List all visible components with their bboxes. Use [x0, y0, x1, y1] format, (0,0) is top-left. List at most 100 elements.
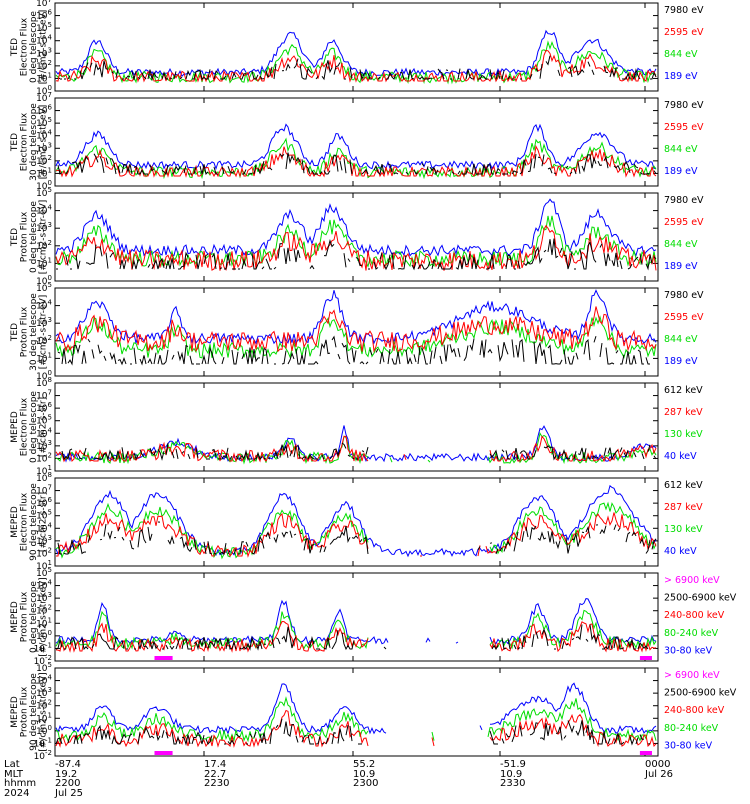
series-line-blue [55, 123, 657, 171]
x-tick-mlt: 10.9 [500, 768, 523, 780]
x-row-label-mlt: MLT [4, 768, 23, 780]
panel-frame [54, 572, 659, 662]
legend-entry: 844 eV [664, 334, 698, 345]
y-axis-label: TEDProton Flux0 deg telescope[#/cm2-s-st… [10, 200, 49, 275]
series-line-green [55, 609, 657, 650]
series-line-green [55, 315, 657, 359]
series-line-blue [55, 198, 657, 257]
series-line-green [55, 696, 657, 743]
legend-entry: 240-800 keV [664, 610, 725, 621]
x-tick-hhmm: 2300 [353, 778, 379, 790]
series-line-red [56, 512, 657, 558]
x-row-labels: Lat MLT hhmm 2024 [4, 760, 36, 798]
panel-frame [54, 287, 659, 377]
series-line-green [55, 432, 657, 465]
legend-entry: 2500-6900 keV [664, 688, 737, 699]
series-line-black [56, 238, 657, 271]
series-line-green [55, 137, 657, 180]
x-tick-group: -87.4 19.2 2200 Jul 25 [55, 760, 83, 798]
series-line-blue [55, 29, 657, 78]
x-tick-hhmm: 2200 [55, 778, 81, 790]
legend-entry: > 6900 keV [664, 575, 720, 586]
series-line-black [57, 521, 657, 555]
y-tick-label: 107 [36, 0, 52, 9]
series-line-red [55, 224, 657, 272]
series-line-blue [55, 289, 657, 345]
legend-entry: 30-80 keV [664, 645, 713, 656]
legend-entry: 287 keV [664, 502, 703, 513]
x-row-label-year: 2024 [4, 787, 30, 799]
x-tick-lat: -87.4 [55, 759, 81, 770]
series-line-blue [55, 682, 657, 736]
y-axis-label: MEPEDProton Flux0 deg telescope[#/cm2-s-… [10, 577, 49, 656]
x-tick-lat: 55.2 [353, 759, 376, 770]
series-line-red [55, 709, 657, 748]
legend-entry: 844 eV [664, 239, 698, 250]
legend-entry: 40 keV [664, 451, 697, 462]
series-line-green [55, 501, 657, 560]
series-line-green [55, 40, 657, 85]
x-row-label-hhmm: hhmm [4, 778, 37, 790]
series-line-black [57, 152, 657, 176]
y-axis-label: TEDElectron Flux0 deg telescope[#/cm2-s-… [10, 10, 49, 85]
series-line-red [55, 49, 657, 83]
legend-entry: 130 keV [664, 429, 703, 440]
x-axis-annotation: Lat MLT hhmm 2024 -87.4 19.2 2200 Jul 25… [0, 760, 750, 800]
x-tick-date: Jul 25 [55, 787, 83, 799]
legend-entry: 7980 eV [664, 290, 704, 301]
legend-entry: 7980 eV [664, 100, 704, 111]
y-axis-label: MEPEDElectron Flux0 deg telescope[#/cm2-… [10, 391, 49, 463]
x-row-label-lat: Lat [4, 759, 20, 770]
legend-entry: 189 eV [664, 166, 698, 177]
legend-entry: 287 keV [664, 407, 703, 418]
x-tick-lat: 17.4 [204, 759, 227, 770]
panel-frame [54, 2, 659, 92]
x-tick-group: -51.9 10.9 2330 [500, 760, 526, 789]
legend-entry: 844 eV [664, 144, 698, 155]
x-tick-mlt: 10.9 [353, 768, 376, 780]
panel-frame [54, 667, 659, 757]
legend-entry: 80-240 keV [664, 628, 719, 639]
legend-entry: 2595 eV [664, 217, 704, 228]
x-tick-group: 17.4 22.7 2230 [204, 760, 229, 789]
legend-entry: 189 eV [664, 356, 698, 367]
legend-entry: 2500-6900 keV [664, 593, 737, 604]
legend-entry: 612 keV [664, 385, 703, 396]
legend-entry: 612 keV [664, 480, 703, 491]
x-tick-group: 0000 Jul 26 [645, 760, 673, 779]
series-line-black [60, 55, 657, 81]
x-tick-group: 55.2 10.9 2300 [353, 760, 378, 789]
legend-entry: 7980 eV [664, 5, 704, 16]
panel-frame [54, 382, 659, 472]
legend-entry: 189 eV [664, 71, 698, 82]
legend-entry: > 6900 keV [664, 670, 720, 681]
x-tick-hhmm: 0000 [645, 759, 671, 770]
legend-entry: 240-800 keV [664, 705, 725, 716]
legend-entry: 844 eV [664, 49, 698, 60]
panel-frame [54, 477, 659, 567]
legend-entry: 130 keV [664, 524, 703, 535]
series-marker-magenta [154, 656, 173, 660]
legend-entry: 2595 eV [664, 27, 704, 38]
legend-entry: 40 keV [664, 546, 697, 557]
legend-entry: 30-80 keV [664, 740, 713, 751]
series-line-blue [55, 425, 657, 463]
x-tick-hhmm: 2330 [500, 778, 526, 790]
legend-entry: 2595 eV [664, 122, 704, 133]
series-line-red [55, 620, 657, 653]
series-line-black [61, 442, 657, 461]
series-marker-magenta [639, 656, 652, 660]
x-tick-mlt: 19.2 [55, 768, 78, 780]
y-axis-label: MEPEDElectron Flux90 deg telescope[#/cm2… [10, 483, 49, 561]
series-line-blue [55, 598, 657, 645]
panel-frame [54, 97, 659, 187]
y-axis-label: MEPEDProton Flux90 deg telescope[#/cm2-s… [10, 672, 49, 751]
x-tick-date: Jul 26 [645, 768, 673, 780]
